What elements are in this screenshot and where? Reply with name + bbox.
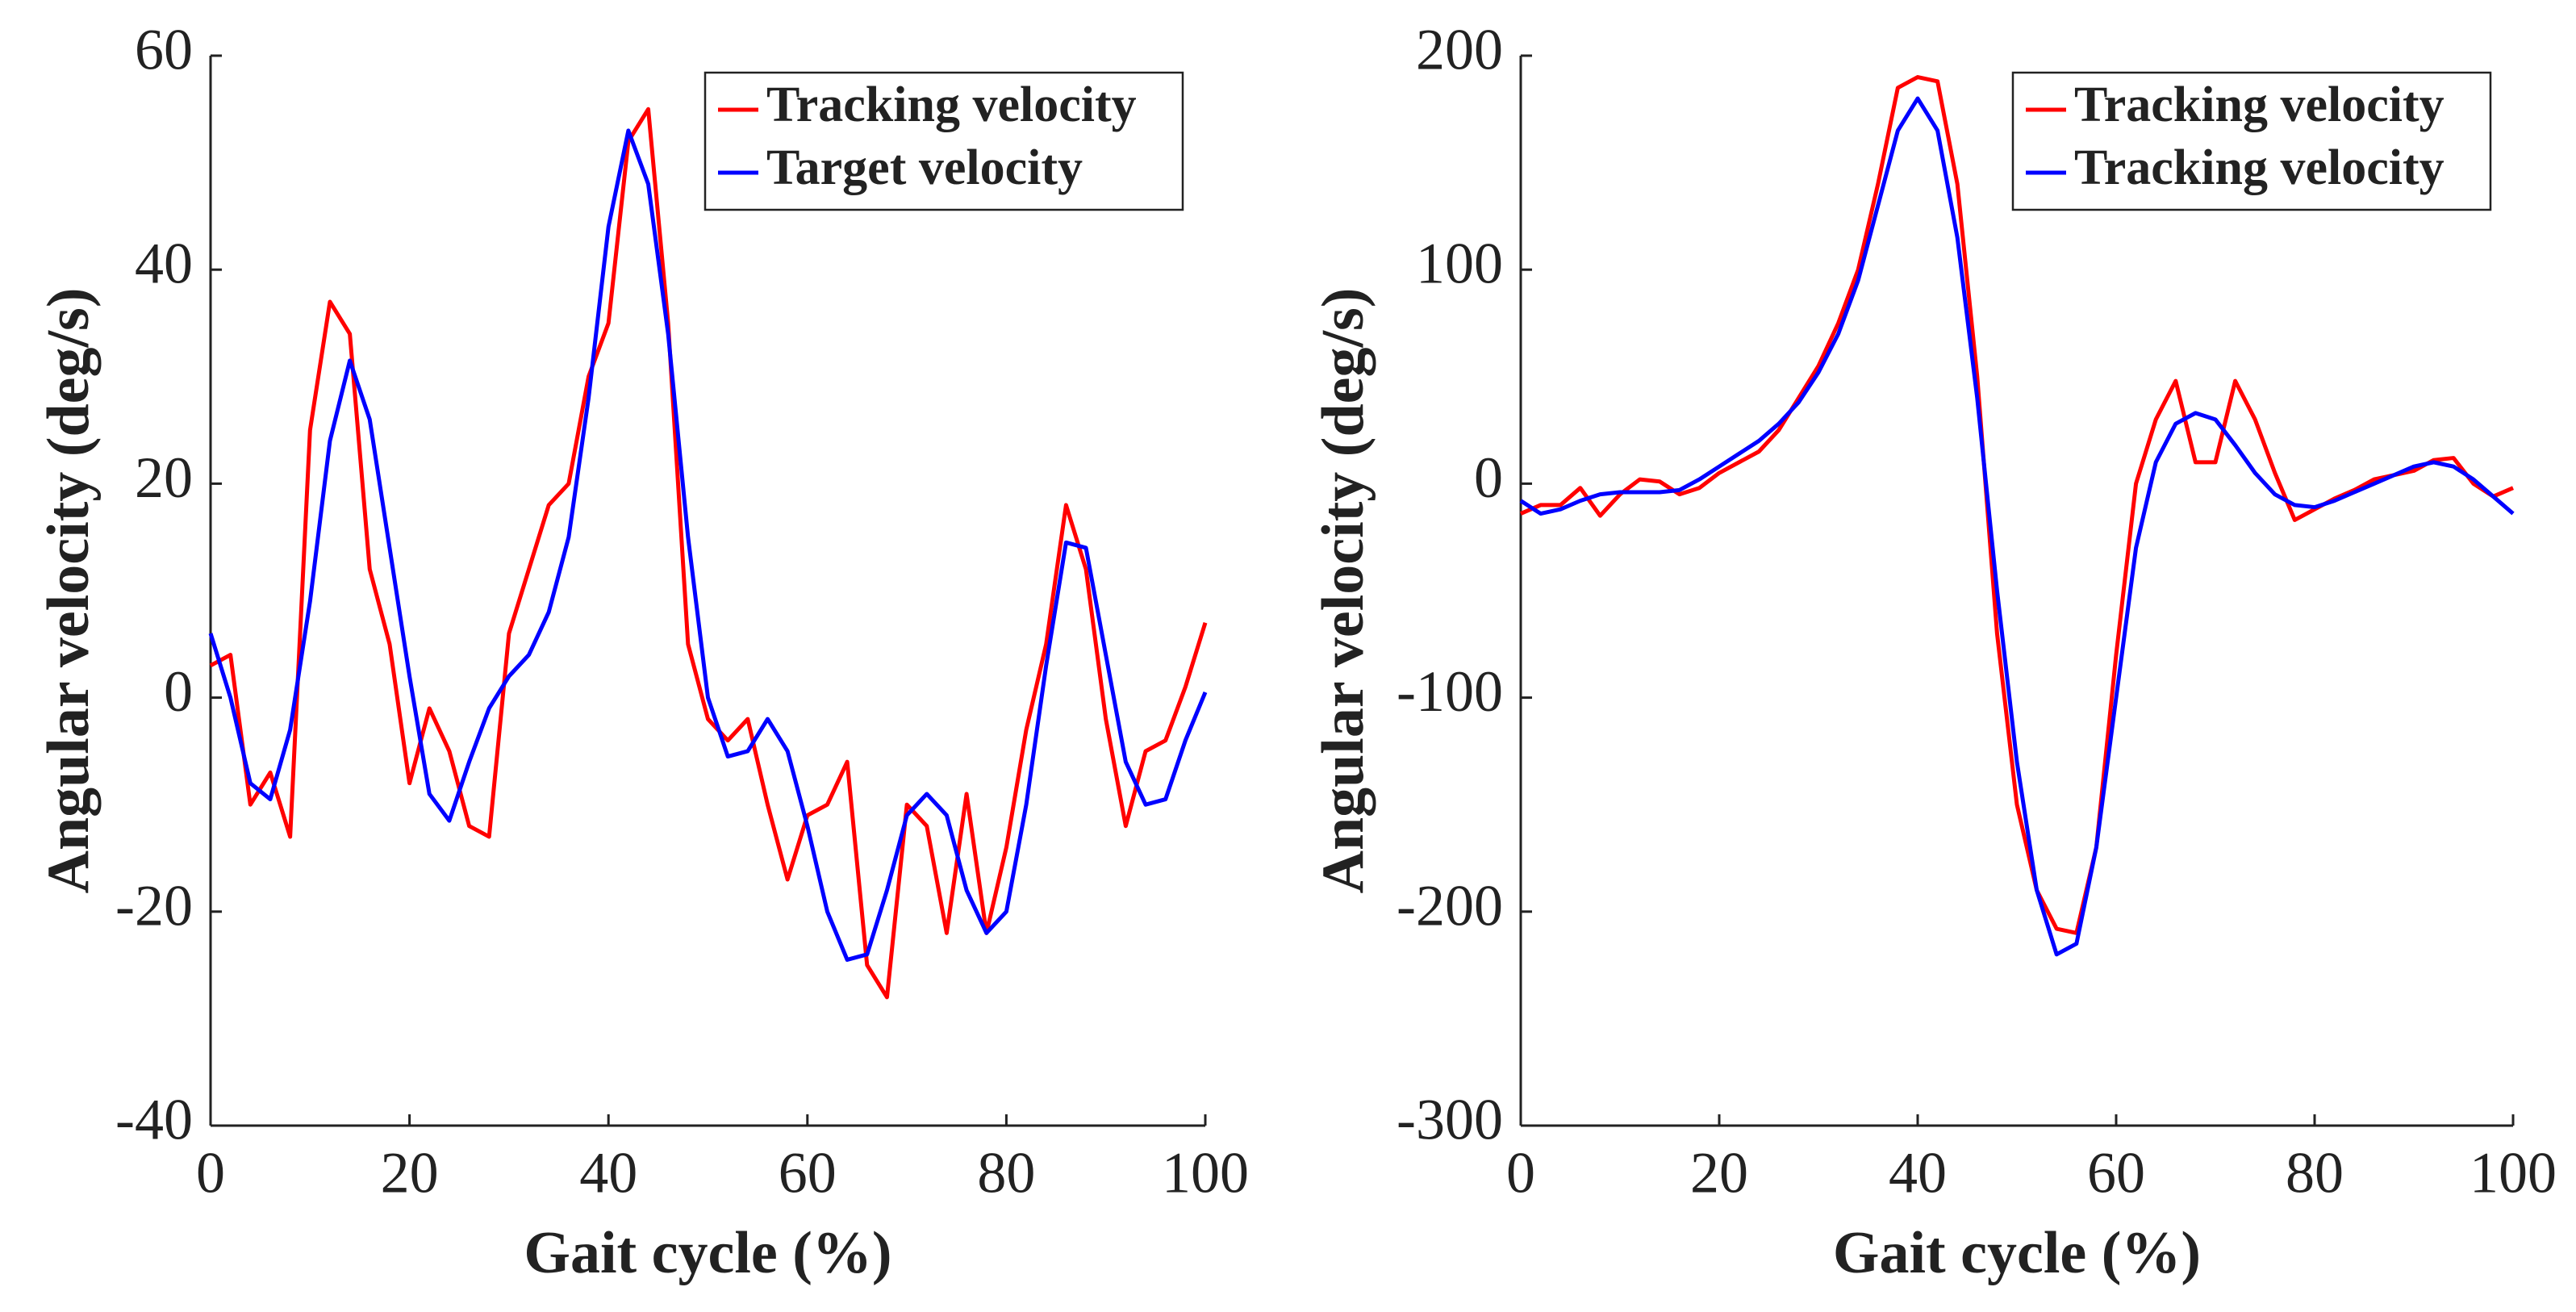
- y-tick-label: -20: [115, 873, 193, 938]
- x-tick-label: 0: [196, 1141, 225, 1205]
- y-tick-label: -40: [115, 1088, 193, 1152]
- legend-box: [2011, 71, 2492, 211]
- x-tick-label: 80: [977, 1141, 1035, 1205]
- y-tick-label: 40: [135, 232, 193, 296]
- y-axis-label: Angular velocity (deg/s): [1310, 288, 1376, 894]
- x-tick-label: 40: [1889, 1141, 1947, 1205]
- y-tick-label: -100: [1397, 659, 1503, 724]
- x-tick-label: 20: [381, 1141, 439, 1205]
- chart: 0 20 40 60 80 100 -40 -20 0 20 40 60 Gait cycle (%) A…: [35, 18, 1249, 1286]
- y-axis-label: Angular velocity (deg/s): [35, 288, 102, 894]
- chart: 0 20 40 60 80 100 -300 -200 -100 0 100 200 Gait cycl…: [1310, 18, 2557, 1286]
- legend-label: Tracking velocity: [2074, 77, 2444, 132]
- x-tick-label: 60: [2087, 1141, 2145, 1205]
- y-tick-label: 20: [135, 445, 193, 510]
- x-axis-label: Gait cycle (%): [524, 1220, 891, 1286]
- y-tick-label: 0: [164, 659, 193, 724]
- legend-label: Tracking velocity: [2074, 140, 2444, 195]
- data-line: [208, 128, 1208, 962]
- legend-label: Target velocity: [766, 140, 1083, 195]
- y-tick-label: 0: [1474, 445, 1503, 510]
- y-tick-label: -300: [1397, 1088, 1503, 1152]
- x-tick-label: 80: [2286, 1141, 2344, 1205]
- x-axis-label: Gait cycle (%): [1833, 1220, 2201, 1286]
- x-tick-label: 40: [579, 1141, 637, 1205]
- legend-box: [703, 71, 1184, 211]
- x-tick-label: 60: [779, 1141, 837, 1205]
- data-line: [209, 107, 1208, 1000]
- x-tick-label: 20: [1690, 1141, 1748, 1205]
- x-tick-label: 100: [2470, 1141, 2557, 1205]
- y-tick-label: 60: [135, 18, 193, 82]
- x-tick-label: 100: [1162, 1141, 1249, 1205]
- data-line: [1519, 96, 2515, 957]
- y-tick-label: -200: [1397, 873, 1503, 938]
- y-tick-label: 100: [1416, 232, 1503, 296]
- x-tick-label: 0: [1506, 1141, 1535, 1205]
- legend-label: Tracking velocity: [766, 77, 1137, 132]
- y-tick-label: 200: [1416, 18, 1503, 82]
